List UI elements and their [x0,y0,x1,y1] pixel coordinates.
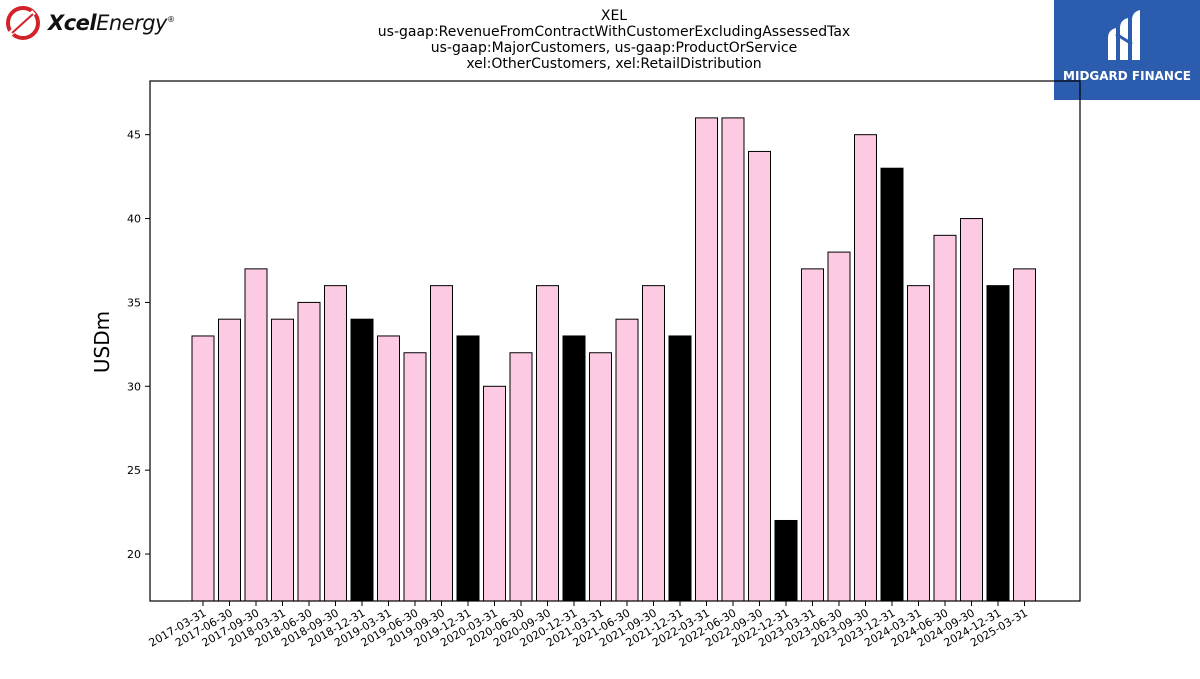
bar [218,318,241,602]
chart-title-line: XEL [601,8,627,24]
bar [324,285,347,602]
bar [350,318,374,602]
bar [774,519,798,602]
y-tick-label: 45 [127,129,141,142]
bar [668,335,692,602]
bar [854,134,877,602]
y-axis-label: USDm [90,311,114,373]
bar [562,335,586,602]
chart-title-line: xel:OtherCustomers, xel:RetailDistributi… [466,56,761,72]
bar [297,301,321,602]
bar [536,285,559,602]
y-tick-label: 40 [127,213,141,226]
plot-frame [149,80,1081,602]
bar [827,251,851,602]
bar [801,268,824,602]
bar [430,285,453,602]
y-tick-label: 20 [127,548,141,561]
bar [960,218,983,602]
bar [986,285,1010,602]
bar [907,285,930,602]
midgard-finance-name: MIDGARD FINANCE [1063,69,1191,83]
bar [748,150,771,602]
x-axis: 2017-03-312017-06-302017-09-302018-03-31… [147,601,1030,650]
bar [695,117,718,602]
bar [377,335,400,602]
y-tick-label: 25 [127,464,141,477]
bar [615,318,639,602]
bars [191,117,1036,602]
chart-title: XELus-gaap:RevenueFromContractWithCustom… [378,8,850,72]
bar [509,352,533,602]
bar [483,385,506,602]
bar [933,234,957,602]
y-tick-label: 30 [127,380,141,393]
xcel-swirl-icon [6,6,40,40]
bar [191,335,215,602]
bar [721,117,745,602]
bar [403,352,427,602]
bar [1013,268,1036,602]
midgard-finance-logo: MIDGARD FINANCE [1054,0,1200,100]
midgard-emblem-icon [1108,10,1140,60]
xcel-energy-logo: XcelEnergy® [4,4,194,42]
bar [244,268,268,602]
bar [456,335,480,602]
bar [271,318,294,602]
xcel-brand-text: XcelEnergy® [48,11,175,35]
chart-title-line: us-gaap:MajorCustomers, us-gaap:ProductO… [431,40,797,56]
chart-title-line: us-gaap:RevenueFromContractWithCustomerE… [378,24,850,40]
bar [642,285,665,602]
y-axis: 20 25 30 35 40 45 [127,129,150,561]
y-tick-label: 35 [127,296,141,309]
bar [880,167,904,602]
bar [589,352,612,602]
